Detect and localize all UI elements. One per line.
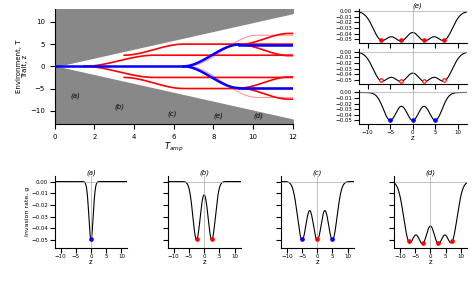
Text: (e): (e) — [213, 112, 223, 119]
Text: (a): (a) — [71, 92, 80, 99]
Y-axis label: Environment, T
Trait, z: Environment, T Trait, z — [16, 40, 28, 93]
Text: (e): (e) — [413, 2, 422, 9]
Text: (c): (c) — [168, 110, 177, 117]
Title: (a): (a) — [86, 169, 96, 176]
X-axis label: z: z — [428, 259, 432, 265]
X-axis label: z: z — [89, 259, 93, 265]
Title: (c): (c) — [312, 169, 322, 176]
X-axis label: z: z — [202, 259, 206, 265]
X-axis label: z: z — [411, 135, 415, 141]
X-axis label: z: z — [316, 259, 319, 265]
Text: (b): (b) — [114, 103, 124, 110]
Y-axis label: Invasion rate, g: Invasion rate, g — [25, 187, 30, 237]
Text: (d): (d) — [253, 112, 263, 119]
Title: (d): (d) — [425, 169, 436, 176]
X-axis label: $T_{amp}$: $T_{amp}$ — [164, 141, 183, 154]
Title: (b): (b) — [199, 169, 209, 176]
